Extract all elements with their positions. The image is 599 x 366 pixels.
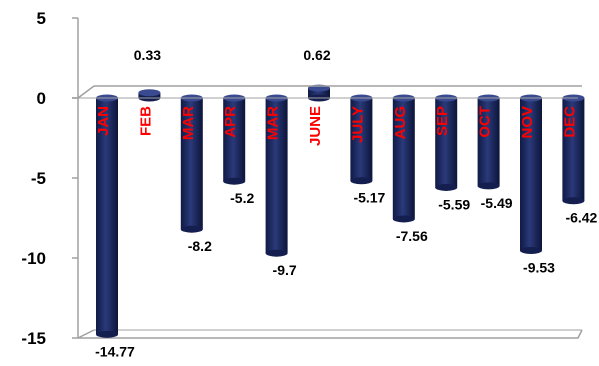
data-label: -6.42 — [565, 210, 597, 226]
bar-body — [350, 98, 373, 181]
data-label: 0.62 — [303, 47, 330, 63]
data-label: -8.2 — [188, 238, 212, 254]
data-label: -5.49 — [481, 195, 513, 211]
category-label: JUNE — [307, 106, 324, 146]
bar-cap-top — [138, 89, 161, 97]
bar — [96, 94, 118, 338]
bar-cap-bottom — [562, 197, 585, 205]
bar — [223, 94, 246, 185]
category-label: SEP — [434, 106, 451, 136]
category-label: OCT — [477, 106, 494, 138]
zero-plane-edge — [77, 85, 95, 99]
bar-body — [392, 98, 415, 219]
data-label: 0.33 — [134, 47, 161, 63]
chart-floor — [77, 329, 583, 339]
bar-cap-bottom — [520, 246, 542, 254]
bar — [477, 94, 500, 190]
data-label: -9.53 — [523, 259, 555, 275]
category-label: DEC — [561, 106, 578, 138]
bar-body — [435, 98, 458, 188]
data-label: -5.17 — [353, 190, 385, 206]
category-labels: JAN FEB MAR APR MAR JUNE JULY AUG SEP OCT NOV DEC — [95, 106, 578, 146]
y-tick-label: -5 — [31, 169, 46, 188]
bar-cap-bottom — [435, 183, 458, 191]
bar-series — [96, 84, 585, 338]
floor-line — [78, 329, 583, 339]
y-tick-label: 0 — [37, 89, 46, 108]
bar-cap-bottom — [96, 330, 118, 338]
bar — [138, 89, 161, 102]
bar-body — [96, 98, 118, 335]
data-label: -7.56 — [396, 228, 428, 244]
data-label: -14.77 — [95, 343, 135, 359]
floor-edge — [77, 329, 95, 339]
bar — [265, 94, 288, 257]
bar-body — [265, 98, 288, 254]
category-label: APR — [222, 106, 239, 138]
y-axis: 5 0 -5 -10 -15 — [21, 9, 79, 348]
category-label: AUG — [392, 106, 409, 139]
data-labels: -14.77 0.33 -8.2 -5.2 -9.7 0.62 -5.17 -7.56 -5.5… — [95, 47, 597, 359]
bar-body — [180, 98, 203, 230]
y-tick-label: -15 — [21, 329, 46, 348]
y-tick-label: -10 — [21, 249, 46, 268]
bar-body — [520, 98, 542, 251]
bar-cap-bottom — [477, 182, 500, 190]
data-label: -9.7 — [273, 262, 297, 278]
category-label: MAR — [180, 106, 197, 140]
data-label: -5.59 — [438, 196, 470, 212]
category-label: JAN — [95, 106, 112, 136]
bar — [435, 94, 458, 191]
bar-body — [562, 98, 585, 201]
bar — [308, 84, 330, 102]
category-label: FEB — [137, 106, 154, 136]
bar-body — [308, 88, 330, 98]
bar-cap-bottom — [223, 177, 246, 185]
zero-baseline — [72, 85, 582, 99]
y-tick-label: 5 — [37, 9, 46, 28]
bar-cap-bottom — [350, 177, 373, 185]
data-label: -5.2 — [230, 190, 254, 206]
bar-cap-bottom — [392, 215, 415, 223]
category-label: NOV — [519, 106, 536, 139]
bar-cap-bottom — [180, 225, 203, 233]
category-label: JULY — [349, 106, 366, 143]
bar-body — [223, 98, 246, 182]
bar — [350, 94, 373, 185]
bar-cap-bottom — [265, 249, 288, 257]
category-label: MAR — [265, 106, 282, 140]
bar-body — [477, 98, 500, 186]
